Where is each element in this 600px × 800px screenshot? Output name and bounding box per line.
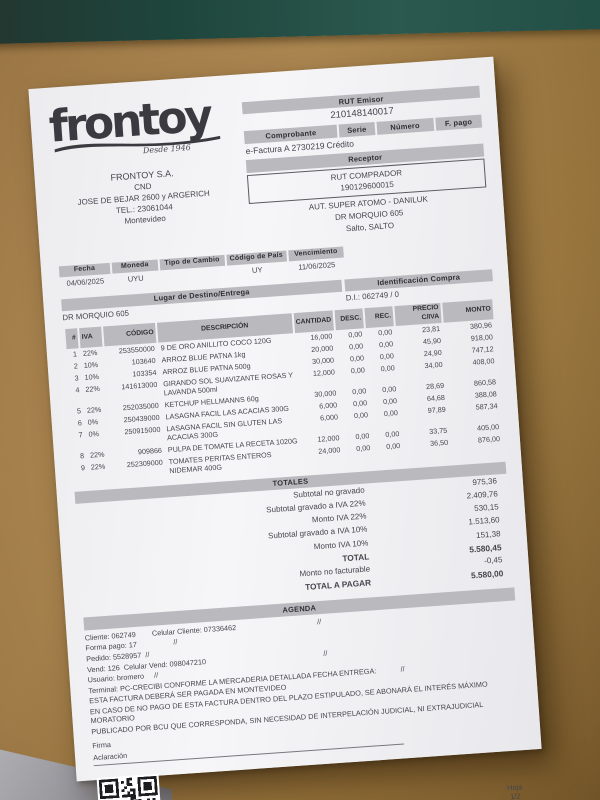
- item-num: 7: [78, 430, 83, 440]
- totals-section: TOTALES Subtotal no gravado 975,36 Subto…: [74, 461, 514, 610]
- page-number: 1/2: [509, 791, 521, 800]
- item-desc-pct: 0,00: [350, 365, 366, 376]
- meta-value-cell: 04/06/2025: [66, 276, 105, 289]
- company-address-block: FRONTOY S.A. CND JOSE DE BEJAR 2600 y ARGE…: [52, 164, 234, 232]
- item-num: 8: [79, 451, 85, 461]
- logo-wave-icon: [54, 135, 221, 153]
- col-header-iva: IVA: [79, 326, 103, 348]
- item-iva: 0%: [88, 429, 100, 440]
- item-codigo: 252309000: [126, 457, 164, 470]
- item-cantidad: 6,000: [319, 412, 339, 423]
- meta-value-cell: [160, 268, 225, 282]
- item-num: 9: [80, 463, 86, 473]
- doc-type-value-cell: 2730219: [291, 140, 325, 153]
- line-items-table: # IVA CÓDIGO DESCRIPCIÓN CANTIDAD DESC. …: [63, 299, 505, 484]
- doc-type-value-cell: e-Factura: [245, 143, 283, 156]
- items-body: 1 22% 253550000 9 DE ORO ANILLITO COCO 1…: [67, 319, 503, 484]
- meta-value-cell: 11/06/2025: [298, 260, 336, 273]
- item-num: 2: [73, 361, 79, 371]
- item-num: 6: [77, 418, 83, 428]
- item-iva: 22%: [85, 384, 101, 395]
- doc-type-value-cell: A: [283, 142, 290, 154]
- teal-shelf-edge: [0, 0, 600, 45]
- meta-value-cell: UYU: [127, 273, 144, 284]
- item-cantidad: 24,000: [318, 445, 341, 457]
- item-rec: 0,00: [380, 363, 396, 374]
- logo-block: frontoy Desde 1946 FRONTOY S.A. CND JOSE D…: [47, 88, 252, 256]
- col-header-rec: REC.: [364, 306, 394, 328]
- item-num: 1: [72, 349, 78, 359]
- col-header-num: #: [65, 328, 79, 349]
- item-num: 3: [74, 373, 79, 383]
- header-right: RUT Emisor 210148140017 Comprobante Serie…: [241, 72, 489, 243]
- invoice-footer: Código de Seguridad : Sug0FT Hoja 1/2: [94, 742, 532, 800]
- col-header-desc: DESC.: [334, 308, 364, 331]
- item-rec: 0,00: [385, 441, 401, 452]
- item-precio: 36,50: [429, 438, 449, 449]
- invoice-paper: frontoy Desde 1946 FRONTOY S.A. CND JOSE D…: [28, 56, 542, 800]
- item-rec: 0,00: [383, 408, 399, 419]
- invoice-header: frontoy Desde 1946 FRONTOY S.A. CND JOSE D…: [47, 72, 489, 256]
- col-header-cantidad: CANTIDAD: [293, 310, 334, 333]
- item-iva: 22%: [90, 461, 106, 472]
- item-cantidad: 12,000: [312, 367, 336, 379]
- doc-type-value-cell: Crédito: [326, 138, 355, 151]
- page-indicator: Hoja 1/2: [507, 782, 523, 800]
- qr-code: [96, 773, 163, 800]
- item-desc-pct: 0,00: [355, 443, 371, 454]
- meta-value-cell: UY: [251, 265, 263, 276]
- item-desc-pct: 0,00: [353, 410, 369, 421]
- item-num: 5: [76, 406, 82, 416]
- item-monto: 876,00: [477, 434, 501, 445]
- agenda-section: AGENDA Cliente: 062749 Celular Cliente: …: [83, 587, 524, 767]
- doc-type-header-cell: Serie: [338, 122, 376, 138]
- item-num: 4: [75, 385, 80, 395]
